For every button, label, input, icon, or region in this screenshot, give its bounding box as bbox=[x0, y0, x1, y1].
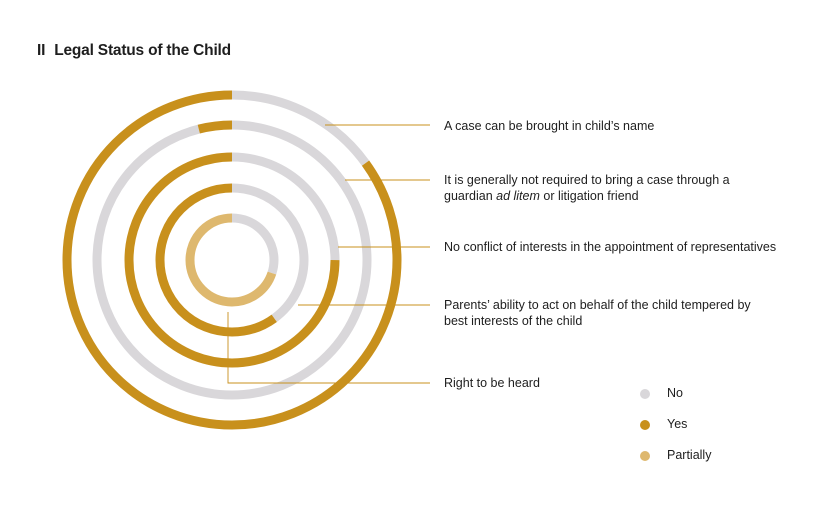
legend-label-no: No bbox=[667, 386, 683, 400]
legend-label-yes: Yes bbox=[667, 417, 688, 431]
ring-label-3: No conflict of interests in the appointm… bbox=[444, 240, 777, 254]
ring-2-segment-no bbox=[92, 120, 372, 400]
legend-label-partially: Partially bbox=[667, 448, 712, 462]
title-text: Legal Status of the Child bbox=[54, 42, 231, 59]
chart-title: II Legal Status of the Child bbox=[37, 42, 231, 60]
ring-5-segment-partially bbox=[185, 213, 279, 307]
leader-line-5 bbox=[227, 312, 430, 384]
ring-label-5: Right to be heard bbox=[444, 376, 540, 390]
ring-label-2: It is generally not required to bring a … bbox=[444, 173, 730, 203]
rings-layer bbox=[62, 90, 402, 430]
ring-1-segment-yes bbox=[62, 90, 402, 430]
ring-3-segment-yes bbox=[124, 152, 340, 368]
ring-label-1: A case can be brought in child’s name bbox=[444, 119, 655, 133]
leader-lines-layer bbox=[227, 124, 430, 384]
ring-2-segment-yes bbox=[92, 120, 372, 400]
ring-4-segment-yes bbox=[155, 183, 309, 337]
section-number: II bbox=[37, 42, 46, 59]
legend-swatch-no bbox=[640, 389, 650, 399]
legend-swatch-yes bbox=[640, 420, 650, 430]
legend-swatch-partially bbox=[640, 451, 650, 461]
ring-label-4: Parents’ ability to act on behalf of the… bbox=[444, 298, 751, 328]
